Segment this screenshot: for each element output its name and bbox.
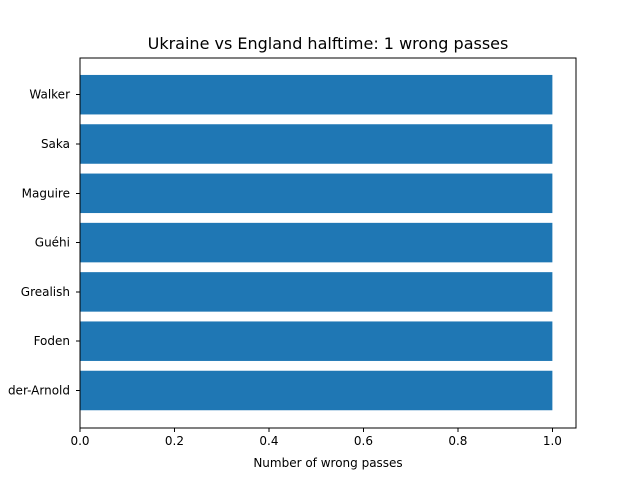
x-tick-label: 0.0 (70, 434, 89, 448)
y-tick-label: Foden (34, 334, 70, 348)
x-axis: 0.0 0.2 0.4 0.6 0.8 1.0 (70, 428, 562, 448)
x-tick-label: 0.6 (354, 434, 373, 448)
bars-layer (80, 74, 553, 411)
x-tick-label: 0.8 (448, 434, 467, 448)
bar-grealish (80, 272, 553, 312)
y-tick-label: Guéhi (35, 236, 70, 250)
y-tick-label: Grealish (21, 285, 70, 299)
bar-saka (80, 124, 553, 164)
y-tick-label: Maguire (22, 186, 70, 200)
x-tick-label: 0.4 (259, 434, 278, 448)
y-tick-label: der-Arnold (8, 384, 70, 398)
x-tick-label: 0.2 (165, 434, 184, 448)
bar-walker (80, 74, 553, 115)
x-tick-label: 1.0 (543, 434, 562, 448)
bar-gu-hi (80, 222, 553, 263)
bar-maguire (80, 173, 553, 214)
y-tick-label: Walker (29, 88, 70, 102)
y-axis: der-Arnold Foden Grealish Guéhi Maguire Saka W… (8, 88, 80, 398)
chart-title: Ukraine vs England halftime: 1 wrong pas… (148, 34, 509, 53)
bar-alexander-arnold (80, 370, 553, 411)
bar-foden (80, 321, 553, 361)
x-axis-label: Number of wrong passes (253, 456, 402, 470)
y-tick-label: Saka (41, 137, 70, 151)
